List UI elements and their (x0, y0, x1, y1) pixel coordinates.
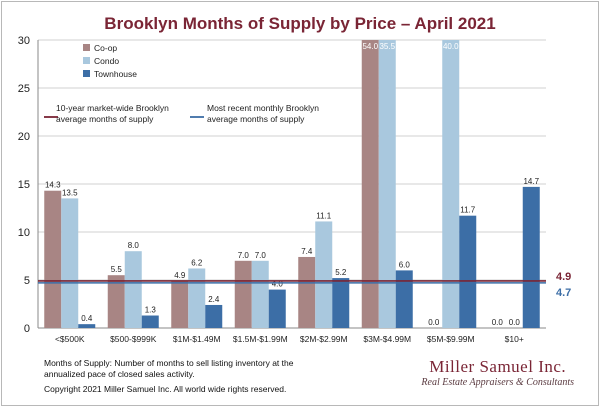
data-label: 0.0 (492, 318, 504, 327)
bar-townhouse (141, 315, 159, 328)
bar-townhouse (268, 289, 286, 328)
x-tick-label: $2M-$2.99M (300, 334, 348, 344)
bar-townhouse (459, 215, 477, 328)
reference-value-label: 4.9 (556, 271, 571, 283)
data-label: 0.0 (428, 318, 440, 327)
data-label: 6.0 (399, 260, 411, 269)
reference-legend-label: 10-year market-wide Brooklyn average mont… (56, 103, 169, 124)
y-tick-label: 0 (24, 323, 30, 335)
bar-condo (378, 40, 396, 328)
x-tick-label: $3M-$4.99M (363, 334, 411, 344)
bar-townhouse (78, 324, 96, 328)
data-label: 40.0 (443, 42, 459, 51)
bar-coop (171, 280, 189, 328)
legend-swatch (83, 57, 90, 64)
y-tick-label: 25 (18, 83, 30, 95)
data-label: 7.0 (238, 251, 250, 260)
chart-title: Brooklyn Months of Supply by Price – Apr… (104, 14, 496, 33)
x-tick-label: $1.5M-$1.99M (233, 334, 288, 344)
data-label: 0.4 (81, 314, 93, 323)
data-label: 5.5 (111, 265, 123, 274)
bar-coop (107, 275, 125, 328)
data-label: 35.5 (379, 42, 395, 51)
legend-swatch (83, 44, 90, 51)
brand-name: Miller Samuel Inc. (429, 357, 567, 376)
bar-townhouse (395, 270, 413, 328)
copyright-notice: Copyright 2021 Miller Samuel Inc. All wo… (44, 384, 287, 394)
data-label: 5.2 (335, 268, 347, 277)
brand-tagline: Real Estate Appraisers & Consultants (421, 377, 574, 388)
x-tick-label: $1M-$1.49M (173, 334, 221, 344)
bar-condo (315, 221, 333, 328)
bar-condo (442, 40, 460, 328)
bar-townhouse (522, 186, 540, 328)
data-label: 54.0 (362, 42, 378, 51)
bar-coop (234, 260, 252, 328)
brand-logo: Miller Samuel Inc. Real Estate Appraiser… (421, 357, 574, 388)
reference-legend-label: Most recent monthly Brooklyn average mont… (207, 103, 319, 124)
data-label: 11.1 (316, 211, 332, 220)
legend-swatch (83, 70, 90, 77)
x-tick-label: $500-$999K (110, 334, 157, 344)
x-tick-label: $5M-$9.99M (427, 334, 475, 344)
x-tick-label: $10+ (505, 334, 524, 344)
y-tick-label: 15 (18, 179, 30, 191)
legend-label: Condo (94, 56, 119, 66)
data-label: 7.0 (255, 251, 267, 260)
data-label: 1.3 (145, 306, 157, 315)
footer: Months of Supply: Number of months to se… (44, 358, 324, 395)
bar-townhouse (205, 304, 223, 328)
data-label: 6.2 (191, 258, 203, 267)
data-label: 11.7 (460, 206, 476, 215)
y-tick-label: 10 (18, 227, 30, 239)
data-label: 4.9 (174, 271, 186, 280)
bar-townhouse (332, 278, 350, 328)
bar-condo (61, 198, 79, 328)
data-label: 0.0 (509, 318, 521, 327)
bar-coop (361, 40, 379, 328)
data-label: 14.7 (523, 177, 539, 186)
y-tick-label: 20 (18, 131, 30, 143)
y-tick-label: 30 (18, 35, 30, 47)
bar-coop (298, 256, 316, 328)
data-label: 4.0 (272, 280, 284, 289)
x-tick-label: <$500K (55, 334, 85, 344)
footnote: Months of Supply: Number of months to se… (44, 358, 294, 379)
data-label: 8.0 (128, 241, 140, 250)
data-label: 13.5 (62, 188, 78, 197)
data-label: 14.3 (45, 181, 61, 190)
data-label: 2.4 (208, 295, 220, 304)
bar-condo (188, 268, 206, 328)
reference-value-label: 4.7 (556, 287, 571, 299)
legend-label: Co-op (94, 43, 117, 53)
bar-coop (44, 190, 62, 328)
data-label: 7.4 (301, 247, 313, 256)
bar-condo (124, 251, 142, 328)
y-tick-label: 5 (24, 275, 30, 287)
legend-label: Townhouse (94, 69, 137, 79)
bar-condo (251, 260, 269, 328)
